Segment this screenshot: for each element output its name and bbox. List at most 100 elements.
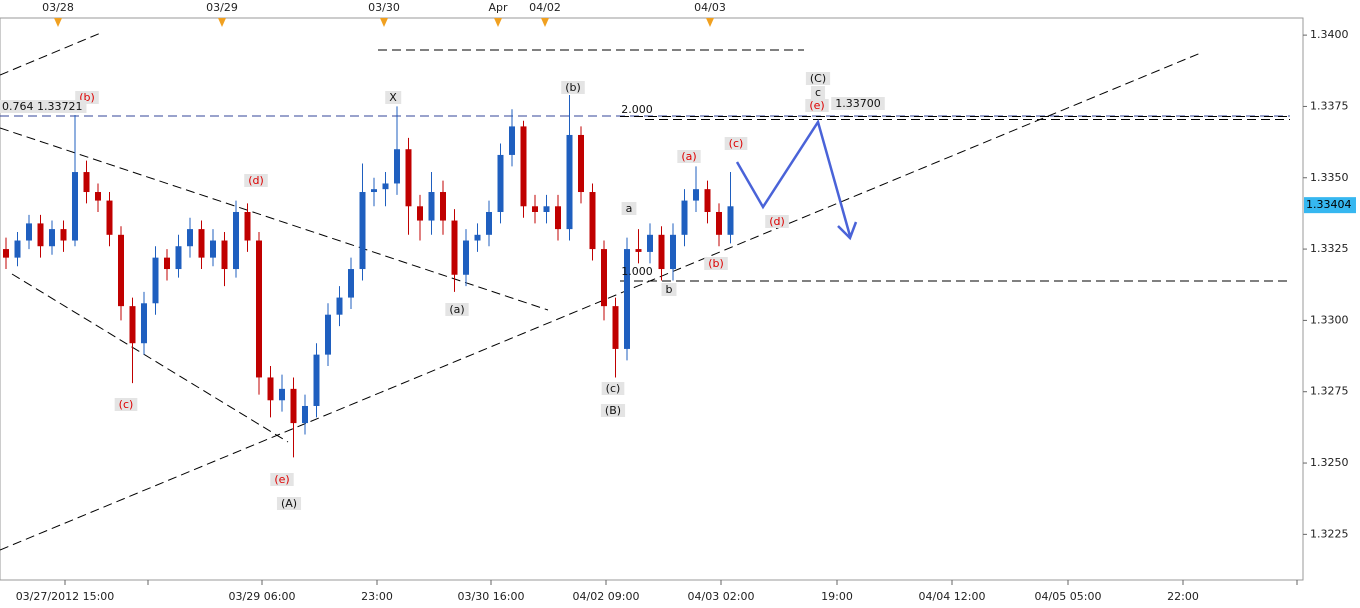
y-tick-label: 1.3225 xyxy=(1310,527,1349,540)
label-box xyxy=(114,398,138,411)
candle-body xyxy=(3,249,9,258)
top-label: 03/30 xyxy=(368,1,400,14)
candle-body xyxy=(256,240,262,378)
candle-body xyxy=(566,134,573,230)
candle-body xyxy=(14,240,21,258)
candle-body xyxy=(118,234,124,307)
candle-body xyxy=(555,206,561,230)
wave-label: (c) xyxy=(606,382,621,395)
label-box xyxy=(621,202,637,215)
candle-body xyxy=(451,220,458,275)
label-box xyxy=(270,473,294,486)
candle-body xyxy=(635,249,642,252)
x-tick-label: 04/04 12:00 xyxy=(919,590,986,603)
candle-body xyxy=(313,354,320,406)
top-label: 03/28 xyxy=(42,1,74,14)
label-box xyxy=(704,257,728,270)
candle-body xyxy=(509,126,515,155)
candle-body xyxy=(463,240,469,275)
label-box xyxy=(831,97,885,110)
candle-body xyxy=(624,249,630,349)
top-label: Apr xyxy=(488,1,508,14)
wave-label: 0.764 1.33721 xyxy=(2,100,82,113)
label-box xyxy=(805,72,831,85)
candle-body xyxy=(106,200,113,235)
candle-body xyxy=(83,172,90,193)
label-box xyxy=(765,215,789,228)
y-tick-label: 1.3275 xyxy=(1310,385,1349,398)
y-tick-label: 1.3400 xyxy=(1310,28,1349,41)
label-box xyxy=(724,137,748,150)
candle-body xyxy=(26,223,32,241)
candle-body xyxy=(658,234,665,270)
label-box xyxy=(601,382,625,395)
wave-label: 1.33700 xyxy=(835,97,881,110)
top-label: 03/29 xyxy=(206,1,238,14)
candle-body xyxy=(359,192,366,270)
plot-area xyxy=(0,17,1304,581)
session-marker xyxy=(541,18,549,27)
candle-body xyxy=(440,192,446,221)
wave-label: X xyxy=(389,91,397,104)
label-box xyxy=(805,99,829,112)
wave-label: (c) xyxy=(119,398,134,411)
session-marker xyxy=(494,18,502,27)
wave-label: (A) xyxy=(281,497,297,510)
wave-label: (B) xyxy=(605,404,621,417)
label-box xyxy=(385,91,402,104)
candle-body xyxy=(49,229,55,247)
x-tick-label: 04/05 05:00 xyxy=(1035,590,1102,603)
candle-body xyxy=(647,234,653,252)
candle-body xyxy=(233,211,239,270)
y-tick-label: 1.3325 xyxy=(1310,242,1349,255)
candle-body xyxy=(601,249,607,307)
candle-body xyxy=(371,189,377,193)
candle-body xyxy=(727,206,734,235)
session-marker xyxy=(706,18,714,27)
session-marker xyxy=(380,18,388,27)
label-box xyxy=(445,303,469,316)
session-marker xyxy=(218,18,226,27)
candle-body xyxy=(520,126,527,207)
candle-body xyxy=(474,234,481,241)
y-tick-label: 1.3250 xyxy=(1310,456,1349,469)
wave-label: (e) xyxy=(274,473,289,486)
x-tick-label: 03/27/2012 15:00 xyxy=(16,590,115,603)
candle-body xyxy=(325,314,331,355)
wave-label: 1.000 xyxy=(621,265,653,278)
wave-label: (a) xyxy=(449,303,464,316)
candle-body xyxy=(129,306,136,344)
candle-body xyxy=(37,223,44,247)
top-label: 04/03 xyxy=(694,1,726,14)
candle-body xyxy=(693,189,699,201)
candle-body xyxy=(187,229,193,247)
candle-body xyxy=(578,134,584,193)
session-marker xyxy=(54,18,62,27)
last-price-box xyxy=(1304,197,1356,214)
x-tick-label: 23:00 xyxy=(361,590,393,603)
wave-label: (b) xyxy=(708,257,724,270)
candle-body xyxy=(221,240,228,270)
label-box xyxy=(276,497,302,510)
last-price-label: 1.33404 xyxy=(1306,198,1352,211)
x-tick-label: 03/29 06:00 xyxy=(229,590,296,603)
candle-body xyxy=(60,229,67,241)
wave-label: (b) xyxy=(565,81,581,94)
x-tick-label: 04/02 09:00 xyxy=(573,590,640,603)
candle-body xyxy=(612,306,619,349)
candle-body xyxy=(302,405,308,424)
candle-body xyxy=(382,183,389,190)
x-tick-label: 04/03 02:00 xyxy=(688,590,755,603)
x-tick-label: 19:00 xyxy=(821,590,853,603)
y-tick-label: 1.3375 xyxy=(1310,99,1349,112)
candle-body xyxy=(244,211,251,241)
candle-body xyxy=(267,377,274,401)
candle-body xyxy=(72,172,78,241)
candle-body xyxy=(716,211,722,235)
label-box xyxy=(0,100,87,113)
candle-body xyxy=(417,206,423,221)
candle-body xyxy=(670,234,676,270)
wave-label: (C) xyxy=(810,72,826,85)
label-box xyxy=(661,283,677,296)
y-tick-label: 1.3300 xyxy=(1310,313,1349,326)
